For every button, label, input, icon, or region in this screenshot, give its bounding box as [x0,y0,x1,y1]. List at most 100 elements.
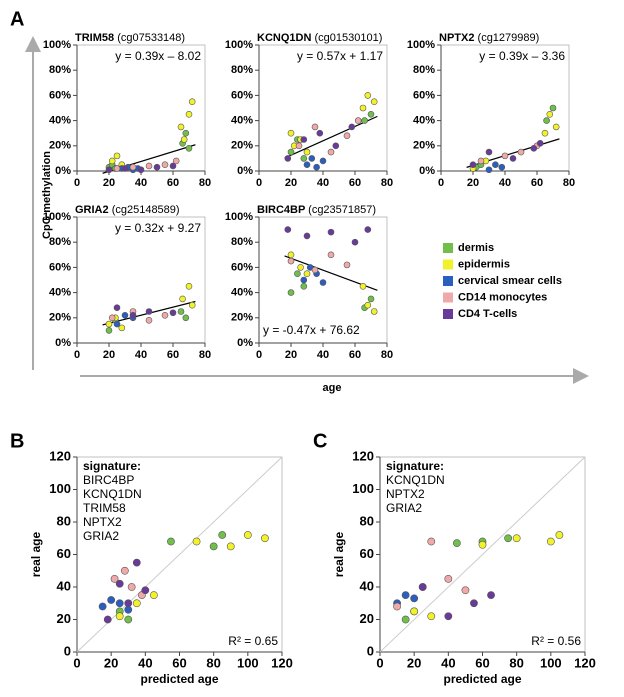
x-tick-label: 60 [167,177,179,189]
point [161,311,169,319]
point [367,295,375,303]
point [108,157,116,165]
point [179,295,186,303]
r-squared: R² = 0.56 [531,634,581,648]
x-tick-label: 20 [103,349,115,361]
point [110,574,119,583]
point [300,276,308,284]
y-tick-label: 40% [413,115,435,127]
x-tick-label: 60 [349,349,361,361]
point [348,123,356,131]
point [367,111,375,118]
point [284,155,292,162]
y-tick-label: 0% [237,165,253,177]
x-tick-label: 80 [199,177,211,189]
point [485,166,493,174]
point [177,308,185,315]
y-tick-label: 100% [225,211,253,223]
signature-text: NPTX2 [386,487,425,501]
point [327,251,335,259]
point [311,266,319,274]
point [492,161,499,168]
point [300,155,308,162]
y-tick-label: 100 [352,481,374,496]
point [364,301,372,309]
y-axis-label: real age [332,531,346,577]
point [303,161,311,168]
y-tick-label: 80 [57,513,71,528]
point [120,566,129,575]
point [361,117,368,124]
point [401,615,410,624]
point [316,129,324,137]
point [145,162,153,170]
point [113,152,121,160]
point [121,311,129,319]
chart-title: GRIA2 (cg25148589) [75,204,180,216]
x-tick-label: 100 [237,655,259,670]
point [351,238,359,246]
x-tick-label: 80 [206,655,220,670]
x-tick-label: 80 [381,349,393,361]
panel-label: A [10,8,24,30]
point [487,591,495,600]
point [509,155,517,162]
plot-frame [76,216,206,344]
point [188,301,196,309]
point [541,129,549,137]
point [319,279,327,286]
point [287,289,295,296]
point [115,579,124,588]
point [105,327,113,334]
point [303,270,311,278]
point [161,161,169,168]
y-tick-label: 20 [360,611,374,626]
signature-text: GRIA2 [83,529,119,543]
point [313,163,320,171]
point [311,123,319,131]
chart-title-gene: BIRC4BP [257,204,305,216]
signature-text: BIRC4BP [83,473,134,487]
legend-swatch [443,259,453,270]
point [129,311,137,319]
x-tick-label: 80 [563,177,575,189]
point [370,308,378,315]
x-tick-label: 60 [475,655,489,670]
point [108,314,116,322]
y-tick-label: 80% [413,64,435,76]
panel-label: C [313,430,327,452]
point [141,586,150,595]
chart-subtitle: (cg25148589) [112,204,180,216]
legend-swatch [443,276,453,286]
point [124,599,133,608]
x-tick-label: 60 [167,349,179,361]
point [393,602,401,611]
point [105,166,113,174]
point [284,226,292,233]
point [185,282,193,290]
point [343,261,351,269]
y-tick-label: 0% [55,165,71,177]
x-tick-label: 20 [103,177,115,189]
x-tick-label: 20 [104,655,118,670]
trendline [284,115,378,159]
point [501,152,509,160]
point [530,145,538,152]
point [410,607,419,616]
point [118,324,126,332]
point [98,602,107,611]
point [343,132,351,140]
point [182,129,190,137]
point [185,111,193,118]
signature-text: NPTX2 [83,515,122,529]
point [124,615,133,624]
y-tick-label: 60 [57,546,71,561]
y-tick-label: 80% [49,64,71,76]
point [115,599,124,608]
chart-title-gene: GRIA2 [75,204,109,216]
point [287,129,295,137]
y-tick-label: 60% [49,261,71,273]
point [169,162,177,170]
point [319,157,327,165]
point [132,558,141,567]
